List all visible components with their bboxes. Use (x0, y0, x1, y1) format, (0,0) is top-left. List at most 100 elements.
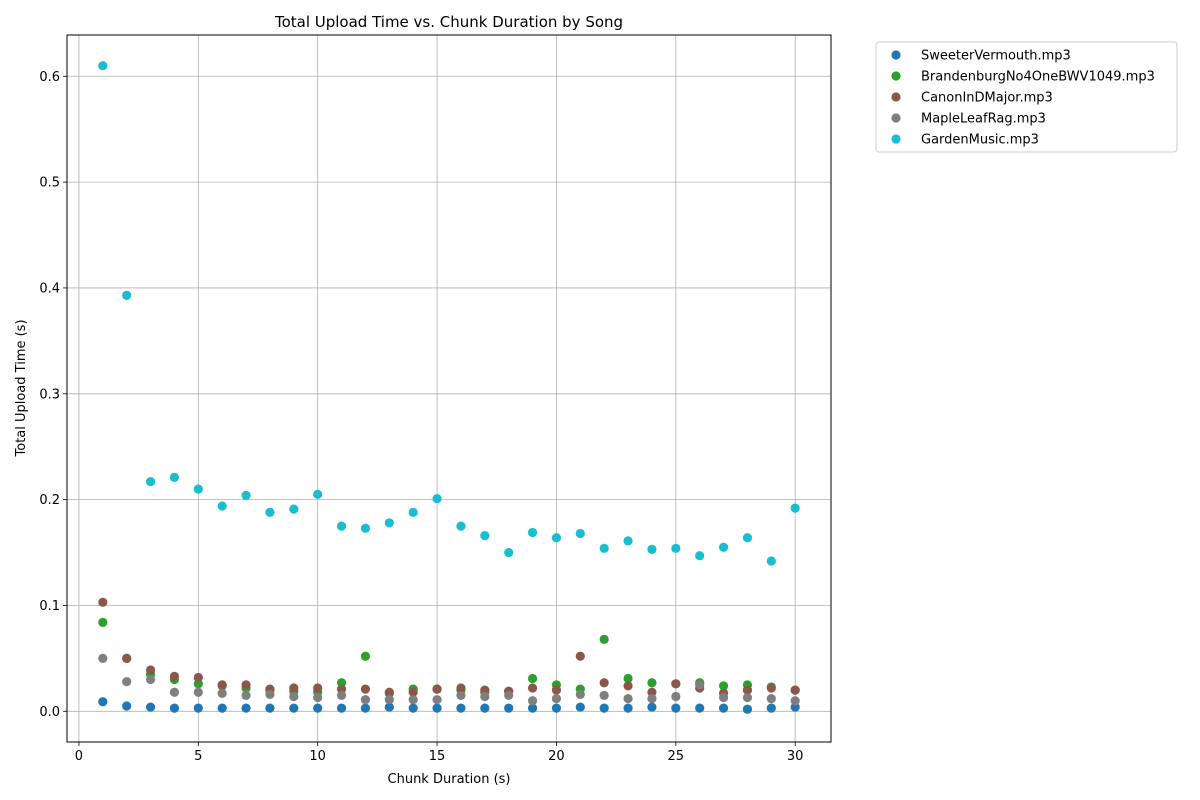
data-point (217, 680, 227, 690)
data-point (671, 543, 681, 553)
legend-marker (891, 92, 901, 102)
data-point (480, 691, 490, 702)
data-point (313, 489, 323, 499)
legend-marker (891, 113, 901, 123)
data-point (599, 634, 609, 644)
data-point (313, 683, 323, 693)
x-axis-label: Chunk Duration (s) (388, 772, 511, 787)
data-point (647, 687, 657, 697)
data-point (695, 680, 705, 690)
data-point (384, 687, 394, 697)
data-point (575, 702, 585, 712)
data-point (647, 544, 657, 554)
data-point (265, 689, 275, 699)
series-group (98, 61, 800, 566)
data-point (790, 685, 800, 695)
data-point (599, 543, 609, 553)
x-tick-label: 10 (309, 749, 326, 764)
data-point (336, 703, 347, 713)
data-point (360, 695, 371, 705)
data-point (695, 551, 705, 561)
data-point (289, 683, 299, 693)
data-point (623, 703, 633, 713)
data-point (336, 690, 347, 701)
data-point (360, 651, 371, 661)
data-point (432, 703, 442, 713)
data-point (456, 521, 466, 531)
data-point (241, 680, 251, 690)
x-tick-label: 30 (787, 749, 804, 764)
data-points (98, 61, 800, 714)
x-tick-label: 15 (429, 749, 446, 764)
y-axis-label: Total Upload Time (s) (14, 319, 29, 457)
data-point (98, 697, 108, 707)
data-point (766, 683, 776, 693)
y-tick-label: 0.6 (39, 70, 60, 85)
data-point (241, 703, 251, 713)
data-point (169, 703, 180, 713)
x-tick-label: 20 (548, 749, 565, 764)
axis-ticks: 0 5 10 15 20 25 30 0.0 0.1 0.2 0.3 0.4 0.5 0.6 (39, 70, 803, 764)
series-group (98, 597, 800, 698)
data-point (742, 692, 753, 703)
data-point (336, 521, 347, 531)
chart-title: Total Upload Time vs. Chunk Duration by … (274, 13, 623, 31)
data-point (671, 691, 681, 702)
data-point (504, 703, 514, 713)
data-point (718, 692, 729, 703)
data-point (766, 694, 776, 704)
data-point (169, 472, 180, 483)
data-point (790, 702, 800, 712)
data-point (169, 671, 180, 681)
data-point (265, 703, 275, 713)
data-point (122, 701, 132, 711)
series-group (98, 617, 800, 698)
data-point (408, 695, 418, 705)
data-point (122, 290, 132, 300)
data-point (480, 685, 490, 695)
data-point (695, 703, 705, 713)
data-point (408, 703, 418, 713)
data-point (718, 542, 729, 552)
data-point (623, 681, 633, 691)
legend-marker (891, 71, 901, 81)
plot-area (66, 34, 832, 743)
grid-lines (67, 35, 831, 742)
legend-label: CanonInDMajor.mp3 (921, 91, 1053, 106)
data-point (217, 703, 227, 713)
y-tick-label: 0.1 (39, 599, 60, 614)
data-point (504, 547, 514, 558)
x-tick-label: 5 (194, 749, 202, 764)
y-tick-label: 0.3 (39, 387, 60, 402)
data-point (169, 687, 180, 697)
data-point (241, 490, 251, 500)
data-point (527, 696, 538, 706)
data-point (599, 678, 609, 688)
data-point (122, 677, 132, 687)
legend-frame (875, 41, 1178, 153)
data-point (432, 695, 442, 705)
data-point (98, 597, 108, 607)
y-tick-label: 0.4 (39, 281, 60, 296)
data-point (336, 684, 347, 694)
legend-label: SweeterVermouth.mp3 (921, 49, 1071, 64)
data-point (193, 679, 203, 689)
data-point (575, 689, 585, 699)
data-point (456, 703, 466, 713)
data-point (336, 678, 347, 688)
legend: SweeterVermouth.mp3 BrandenburgNo4OneBWV1… (875, 41, 1178, 153)
data-point (98, 617, 108, 628)
data-point (527, 527, 538, 538)
data-point (145, 477, 156, 487)
data-point (599, 690, 609, 701)
data-point (145, 702, 156, 712)
data-point (575, 528, 585, 539)
legend-marker (891, 134, 901, 144)
data-point (360, 703, 371, 713)
data-point (289, 703, 299, 713)
x-tick-label: 25 (668, 749, 685, 764)
data-point (551, 694, 562, 704)
data-point (145, 665, 156, 675)
legend-label: GardenMusic.mp3 (921, 133, 1039, 148)
data-point (623, 673, 633, 684)
